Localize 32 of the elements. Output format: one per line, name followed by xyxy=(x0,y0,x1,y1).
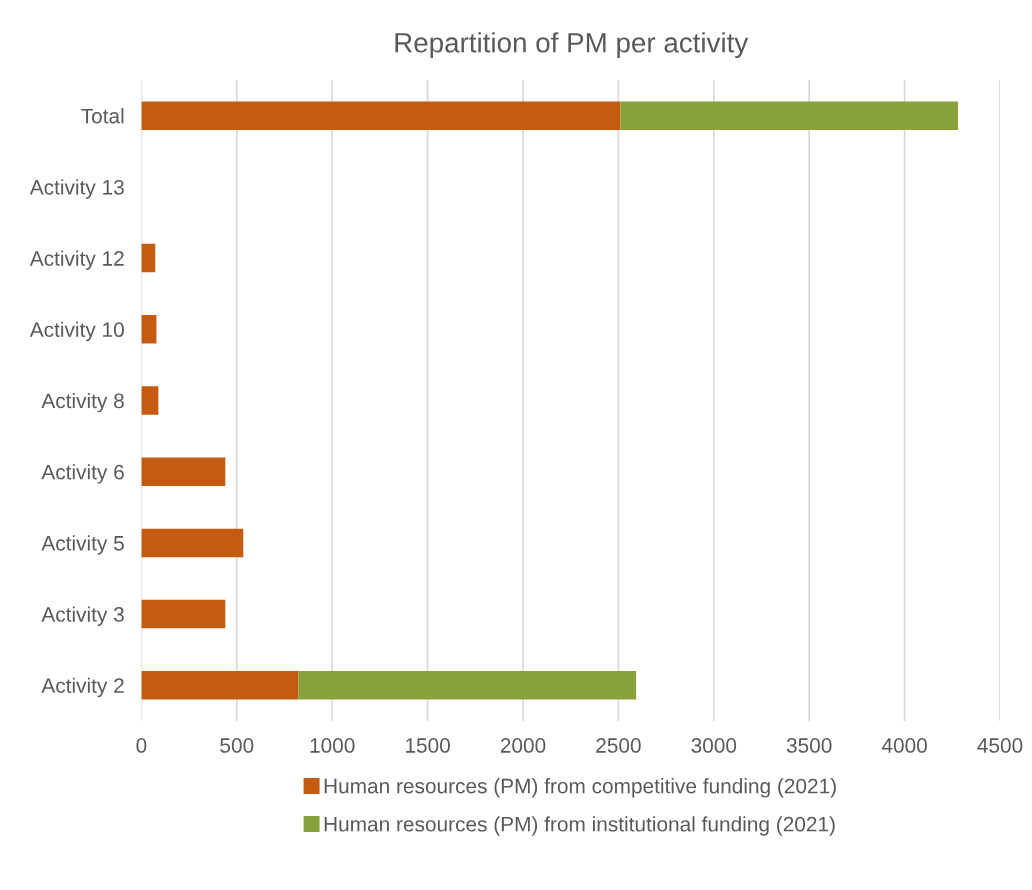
y-tick-label: Activity 5 xyxy=(41,535,124,555)
y-tick-label: Activity 3 xyxy=(41,606,124,626)
bar xyxy=(141,243,156,273)
x-tick-label: 1500 xyxy=(406,738,450,753)
bar xyxy=(141,457,226,486)
x-tick-label: 4500 xyxy=(977,738,1023,753)
x-tick-label: 4000 xyxy=(881,738,927,753)
y-tick-label: Activity 12 xyxy=(29,250,124,270)
bar xyxy=(141,315,157,344)
bar xyxy=(141,101,621,130)
legend-label: Human resources (PM) from institutional funding (2021) xyxy=(324,816,835,836)
x-tick-label: 500 xyxy=(220,738,254,753)
bar xyxy=(620,101,959,130)
bar xyxy=(141,599,226,629)
chart-title: Repartition of PM per activity xyxy=(395,32,749,59)
x-tick-label: 1000 xyxy=(310,738,355,753)
y-tick-label: Activity 13 xyxy=(29,179,124,199)
bar xyxy=(141,386,159,415)
y-tick-label: Total xyxy=(81,108,124,124)
x-tick-label: 3000 xyxy=(691,738,737,753)
y-tick-label: Activity 6 xyxy=(41,464,124,484)
x-tick-label: 3500 xyxy=(786,738,832,753)
x-tick-label: 0 xyxy=(136,738,147,753)
y-tick-label: Activity 2 xyxy=(41,677,124,698)
bar xyxy=(141,671,299,700)
x-tick-label: 2500 xyxy=(596,738,641,753)
y-tick-label: Activity 8 xyxy=(41,392,124,413)
y-tick-label: Activity 10 xyxy=(29,321,124,342)
bar xyxy=(298,671,637,700)
legend-label: Human resources (PM) from competitive funding (2021) xyxy=(324,778,836,798)
bar xyxy=(141,528,244,558)
x-tick-label: 2000 xyxy=(500,738,546,753)
